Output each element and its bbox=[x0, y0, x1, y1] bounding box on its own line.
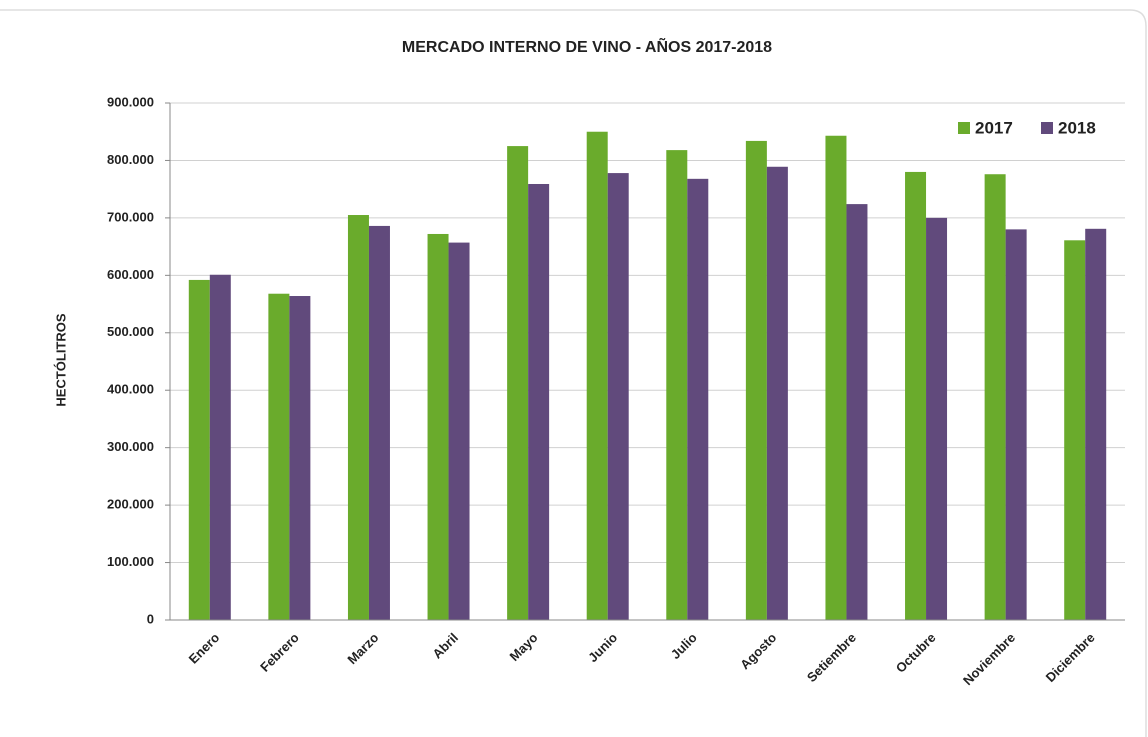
bar bbox=[687, 178, 709, 620]
bar bbox=[448, 242, 470, 620]
bar bbox=[825, 135, 847, 620]
bar bbox=[188, 279, 210, 620]
card-border bbox=[0, 9, 1147, 737]
x-tick-label: Junio bbox=[585, 630, 620, 665]
x-tick-label: Setiembre bbox=[804, 630, 859, 685]
x-tick-label: Mayo bbox=[507, 630, 541, 664]
bar bbox=[846, 204, 868, 620]
y-tick-label: 200.000 bbox=[107, 497, 154, 512]
x-tick-label: Abril bbox=[430, 630, 462, 662]
bar bbox=[745, 140, 767, 620]
legend-swatch bbox=[958, 122, 970, 134]
x-tick-label: Julio bbox=[668, 630, 700, 662]
bar bbox=[586, 131, 608, 620]
x-tick-label: Enero bbox=[186, 630, 223, 667]
legend-label: 2017 bbox=[975, 118, 1013, 137]
bar bbox=[368, 225, 390, 621]
chart-title: MERCADO INTERNO DE VINO - AÑOS 2017-2018 bbox=[402, 36, 772, 56]
y-tick-label: 800.000 bbox=[107, 152, 154, 167]
x-tick-label: Octubre bbox=[893, 630, 939, 676]
y-tick-label: 400.000 bbox=[107, 382, 154, 397]
bar bbox=[1064, 240, 1086, 620]
bar bbox=[268, 293, 290, 620]
y-axis-title: HECTÓLITROS bbox=[53, 313, 68, 406]
bar bbox=[427, 233, 449, 620]
legend-label: 2018 bbox=[1058, 118, 1096, 137]
bar bbox=[347, 215, 369, 620]
y-tick-label: 900.000 bbox=[107, 94, 154, 109]
bar bbox=[1085, 228, 1107, 620]
bar bbox=[905, 171, 927, 620]
y-tick-label: 500.000 bbox=[107, 324, 154, 339]
legend-swatch bbox=[1041, 122, 1053, 134]
bar bbox=[1005, 229, 1027, 620]
x-tick-label: Febrero bbox=[257, 630, 302, 675]
bar bbox=[528, 183, 550, 620]
y-tick-label: 300.000 bbox=[107, 439, 154, 454]
bar bbox=[507, 146, 529, 621]
bar bbox=[984, 174, 1006, 620]
bar bbox=[666, 150, 688, 621]
bar bbox=[209, 274, 231, 620]
y-tick-label: 600.000 bbox=[107, 267, 154, 282]
x-tick-label: Diciembre bbox=[1043, 630, 1098, 685]
bar bbox=[289, 296, 311, 620]
y-tick-label: 700.000 bbox=[107, 209, 154, 224]
y-tick-label: 0 bbox=[147, 611, 154, 626]
x-tick-label: Marzo bbox=[344, 630, 381, 667]
bar bbox=[766, 166, 788, 620]
x-tick-label: Agosto bbox=[737, 630, 779, 672]
bar bbox=[607, 173, 629, 621]
y-tick-label: 100.000 bbox=[107, 554, 154, 569]
x-tick-label: Noviembre bbox=[960, 630, 1018, 688]
bar bbox=[926, 217, 948, 620]
